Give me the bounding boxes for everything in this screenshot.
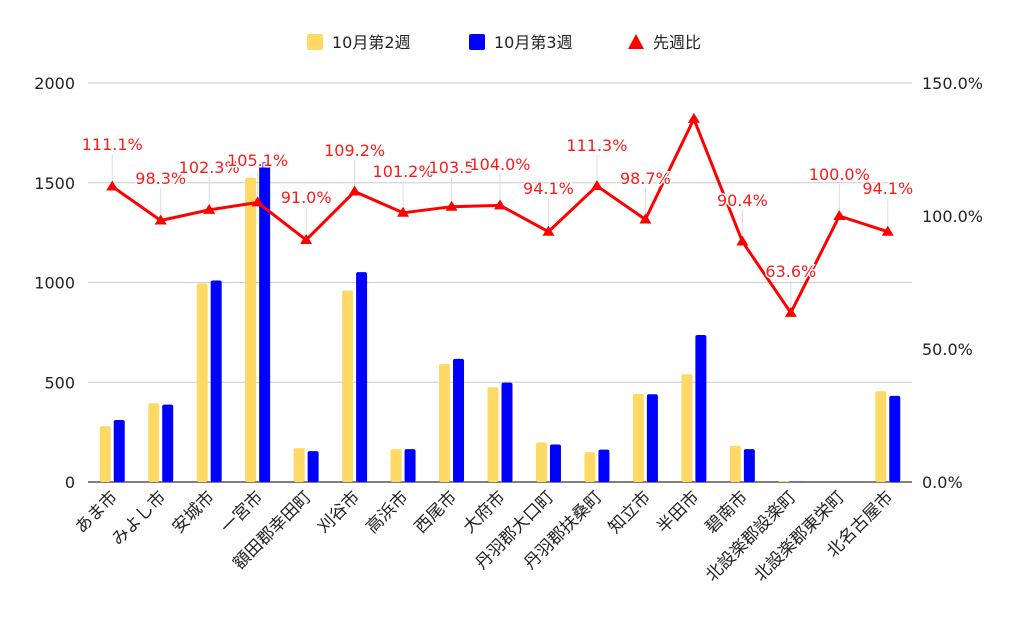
bar-week2 (487, 387, 499, 482)
bar-week2 (729, 445, 741, 482)
bar-week3 (210, 280, 222, 482)
left-axis-ticks: 0 500 1000 1500 2000 (34, 74, 75, 492)
right-tick-label: 50.0% (922, 340, 973, 359)
ratio-label: 94.1% (523, 179, 574, 198)
legend-swatch (307, 34, 323, 50)
bar-week2 (632, 393, 644, 482)
ratio-marker (881, 225, 894, 236)
category-label: 安城市 (169, 487, 219, 537)
bar-week2 (342, 290, 354, 482)
bar-week3 (549, 444, 561, 482)
ratio-label: 98.3% (135, 169, 186, 188)
ratio-labels: 111.1% 98.3%102.3%105.1% 91.0% 109.2% 101.2%… (80, 134, 914, 283)
bar-week3 (743, 449, 755, 482)
bar-week3 (307, 451, 319, 482)
right-axis-ticks: 0.0% 50.0% 100.0% 150.0% (922, 74, 983, 492)
bar-week2 (778, 481, 790, 482)
ratio-marker (687, 112, 700, 123)
ratio-marker (445, 200, 458, 211)
ratio-marker (106, 180, 119, 191)
ratio-marker (736, 235, 749, 246)
ratio-marker (348, 185, 361, 196)
ratio-label: 90.4% (717, 191, 768, 210)
ratio-label: 109.2% (324, 141, 385, 160)
ratio-marker (300, 233, 313, 244)
legend-swatch (469, 34, 485, 50)
ratio-marker (833, 210, 846, 220)
bar-week2 (196, 283, 208, 482)
bar-week2 (875, 391, 887, 482)
category-label: 知立市 (605, 487, 655, 537)
ratio-marker (590, 179, 603, 190)
ratio-marker (203, 203, 216, 214)
gridlines (88, 82, 912, 483)
ratio-marker (251, 196, 264, 207)
bar-week3 (162, 404, 174, 482)
bar-week3 (646, 394, 658, 482)
ratio-label: 111.1% (82, 135, 143, 154)
ratio-marker (154, 214, 167, 225)
category-label: 刈谷市 (314, 487, 364, 537)
bar-week3 (889, 395, 901, 482)
legend-label: 10月第3週 (494, 33, 573, 52)
right-tick-label: 150.0% (922, 74, 983, 93)
ratio-label: 111.3% (566, 136, 627, 155)
ratio-label: 94.1% (862, 179, 913, 198)
left-tick-label: 1000 (34, 274, 75, 293)
bar-week3 (598, 449, 610, 482)
bar-week2 (293, 448, 305, 482)
ratio-label: 100.0% (809, 165, 870, 184)
legend-label: 10月第2週 (332, 33, 411, 52)
ratio-label: 91.0% (281, 188, 332, 207)
legend: 10月第2週 10月第3週 先週比 (307, 33, 701, 52)
category-label: みよし市 (108, 487, 170, 549)
ratio-line (106, 112, 894, 317)
category-labels: あま市みよし市安城市一宮市額田郡幸田町刈谷市高浜市西尾市大府市丹羽郡大口町丹羽郡… (72, 487, 898, 585)
ratio-polyline (111, 117, 889, 315)
ratio-label: 101.2% (373, 162, 434, 181)
ratio-marker (639, 213, 652, 224)
left-tick-label: 500 (44, 373, 75, 392)
bar-week2 (390, 449, 402, 482)
right-tick-label: 100.0% (922, 207, 983, 226)
legend-label: 先週比 (653, 33, 701, 52)
ratio-label: 105.1% (227, 151, 288, 170)
ratio-marker (397, 206, 410, 217)
bar-week3 (501, 382, 513, 482)
bar-week3 (695, 334, 707, 482)
right-tick-label: 0.0% (922, 473, 963, 492)
bar-week2 (535, 442, 547, 482)
category-label: 高浜市 (362, 487, 412, 537)
bar-week2 (584, 452, 596, 482)
left-tick-label: 0 (65, 473, 75, 492)
bar-week2 (681, 374, 693, 482)
ratio-label: 98.7% (620, 169, 671, 188)
bar-week2 (99, 426, 111, 482)
bar-week2 (245, 177, 257, 482)
bar-week2 (439, 363, 451, 482)
ratio-label: 104.0% (469, 155, 530, 174)
ratio-label: 102.3% (179, 158, 240, 177)
ratio-marker (542, 225, 555, 236)
legend-swatch (628, 34, 644, 49)
bar-week3 (259, 162, 271, 482)
bar-week3 (453, 358, 465, 482)
left-tick-label: 2000 (34, 74, 75, 93)
ratio-marker (784, 306, 797, 317)
bar-week3 (356, 272, 368, 482)
bar-week2 (148, 403, 160, 482)
bar-week3 (113, 419, 125, 482)
ratio-label: 63.6% (765, 262, 816, 281)
left-tick-label: 1500 (34, 174, 75, 193)
bar-week3 (404, 449, 416, 482)
ratio-marker (494, 199, 506, 210)
ratio-label: 103.5 (429, 158, 475, 177)
category-label: 西尾市 (411, 487, 461, 537)
bars (99, 162, 901, 482)
label-connectors (111, 154, 889, 307)
category-label: 半田市 (653, 487, 703, 537)
